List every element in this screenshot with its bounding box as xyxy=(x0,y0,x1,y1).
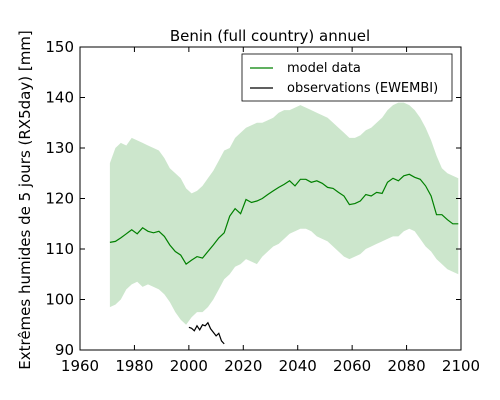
plot-frame xyxy=(79,46,462,351)
y-tick-label: 150 xyxy=(45,38,74,56)
x-tick-label: 1960 xyxy=(61,357,99,375)
x-tick-label: 2020 xyxy=(224,357,262,375)
legend-box xyxy=(241,53,453,102)
y-tick-label: 100 xyxy=(45,291,74,309)
x-tick-label: 1980 xyxy=(115,357,153,375)
legend: model data observations (EWEMBI) xyxy=(241,53,453,102)
legend-entry: model data xyxy=(287,61,361,76)
axis-ticks: 1960 1980 2000 2020 2040 2060 2080 2100 90 100 110… xyxy=(45,38,480,375)
x-tick-label: 2000 xyxy=(170,357,208,375)
x-tick-label: 2060 xyxy=(333,357,371,375)
series-line-2 xyxy=(188,321,225,345)
y-tick-label: 110 xyxy=(45,240,74,258)
plot-area xyxy=(109,102,459,345)
y-tick-label: 130 xyxy=(45,139,74,157)
series-band-model-range xyxy=(109,102,459,325)
legend-entry: observations (EWEMBI) xyxy=(287,81,438,96)
series-line-1 xyxy=(109,173,459,265)
y-tick-label: 140 xyxy=(45,89,74,107)
x-tick-label: 2100 xyxy=(442,357,480,375)
x-tick-label: 2080 xyxy=(387,357,425,375)
y-tick-label: 120 xyxy=(45,190,74,208)
x-tick-label: 2040 xyxy=(279,357,317,375)
y-tick-label: 90 xyxy=(55,341,74,359)
y-axis-label: Extrêmes humides de 5 jours (RX5day) [mm… xyxy=(16,30,34,370)
chart-title: Benin (full country) annuel xyxy=(170,27,370,45)
